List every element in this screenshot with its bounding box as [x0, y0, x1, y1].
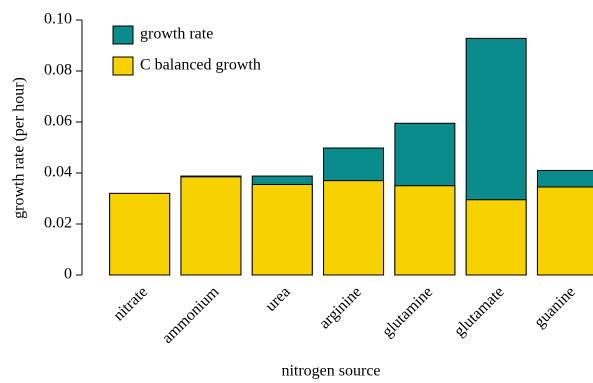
legend-label: growth rate: [140, 26, 213, 43]
bar: [251, 183, 313, 276]
y-tick-label: 0.08: [44, 62, 72, 79]
y-tick-label: 0.04: [44, 164, 72, 181]
bar: [323, 180, 385, 276]
y-tick-label: 0.02: [44, 215, 72, 232]
y-tick-label: 0: [64, 266, 72, 283]
x-tick-label: guanine: [531, 283, 579, 331]
bar: [536, 186, 593, 276]
x-tick-label: glutamate: [451, 283, 508, 340]
legend-swatch: [112, 56, 134, 76]
legend-label: C balanced growth: [140, 57, 261, 74]
x-tick-label: urea: [262, 283, 293, 314]
x-tick-label: arginine: [316, 283, 365, 332]
bar: [465, 199, 527, 276]
y-tick-label: 0.06: [44, 113, 72, 130]
bar: [394, 185, 456, 276]
bar: [180, 176, 242, 276]
y-tick-label: 0.10: [44, 11, 72, 28]
x-tick-label: glutamine: [379, 283, 436, 340]
y-axis-title: growth rate (per hour): [11, 77, 28, 219]
bar: [109, 192, 171, 276]
x-tick-label: nitrate: [110, 283, 151, 324]
x-axis-title: nitrogen source: [281, 363, 380, 380]
legend-swatch: [112, 25, 134, 45]
x-tick-label: ammonium: [159, 283, 223, 347]
